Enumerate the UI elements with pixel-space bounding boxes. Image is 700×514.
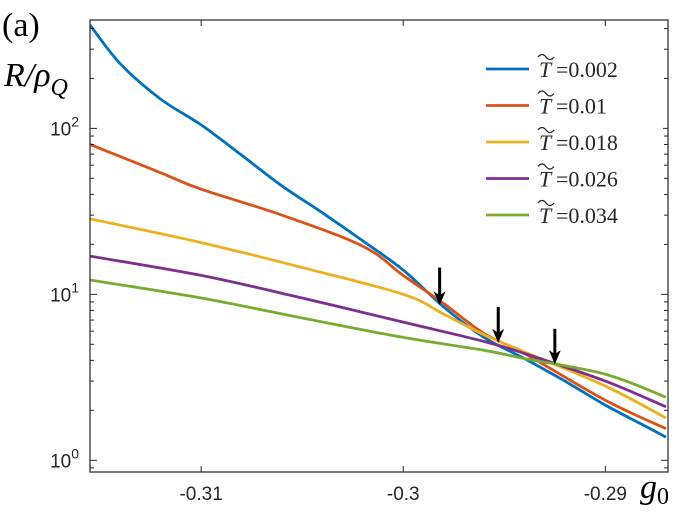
legend-item-1: T =0.002: [486, 53, 618, 82]
legend-tilde: [537, 53, 555, 61]
y-tick-label-base: 10: [50, 451, 71, 472]
plot-frame: [89, 19, 669, 473]
legend-tilde: [537, 90, 555, 97]
arrow-head: [433, 291, 446, 306]
x-axis-label: g0: [640, 469, 669, 510]
series-line-1: [90, 24, 667, 439]
arrow-head: [548, 350, 561, 365]
x-axis-label-main: g: [640, 469, 657, 506]
y-tick-label: 102: [50, 113, 79, 140]
series-line-2: [90, 143, 667, 430]
legend-label: =0.026: [556, 167, 618, 192]
y-axis-label-sub: Q: [51, 75, 68, 101]
series-line-3: [90, 217, 667, 420]
legend-tilde: [537, 199, 555, 207]
legend-symbol: T: [539, 203, 553, 228]
legend-item-3: T =0.018: [486, 126, 618, 155]
x-axis-label-sub: 0: [657, 484, 669, 510]
arrow-annotation-3: [548, 328, 561, 365]
arrow-head: [492, 328, 505, 343]
legend-tilde: [537, 126, 555, 134]
legend-symbol: T: [539, 130, 553, 155]
annotation-layer: [433, 267, 561, 365]
legend-label: =0.002: [556, 57, 618, 82]
x-tick-label: -0.29: [584, 484, 627, 505]
y-axis-label: R/ρQ: [3, 57, 68, 101]
series-layer: [90, 24, 667, 439]
legend-item-4: T =0.026: [486, 163, 618, 192]
y-tick-label-exponent: 0: [71, 445, 79, 461]
y-tick-label-base: 10: [50, 285, 71, 306]
legend-tilde: [537, 163, 555, 170]
legend-label: =0.034: [556, 203, 618, 228]
legend-label: =0.01: [556, 94, 607, 119]
legend-symbol: T: [539, 94, 553, 119]
series-line-4: [90, 254, 667, 409]
y-tick-label-exponent: 1: [71, 279, 79, 295]
legend-symbol: T: [539, 167, 553, 192]
y-tick-label-exponent: 2: [71, 113, 79, 129]
x-tick-label: -0.31: [179, 484, 222, 505]
legend-item-5: T =0.034: [486, 199, 618, 228]
axes-layer: [89, 19, 669, 473]
arrow-annotation-1: [433, 267, 446, 306]
x-ticks: -0.31 -0.3 -0.29: [179, 20, 627, 505]
panel-label: (a): [2, 7, 40, 44]
y-axis-label-main: R/ρ: [3, 57, 51, 94]
series-line-5: [90, 278, 667, 399]
legend-symbol: T: [539, 57, 553, 82]
y-tick-label: 101: [50, 279, 79, 306]
y-tick-label: 100: [50, 445, 79, 472]
arrow-annotation-2: [492, 306, 505, 343]
legend-label: =0.018: [556, 130, 618, 155]
x-tick-label: -0.3: [387, 484, 420, 505]
y-tick-label-base: 10: [50, 119, 71, 140]
legend-item-2: T =0.01: [486, 90, 607, 119]
